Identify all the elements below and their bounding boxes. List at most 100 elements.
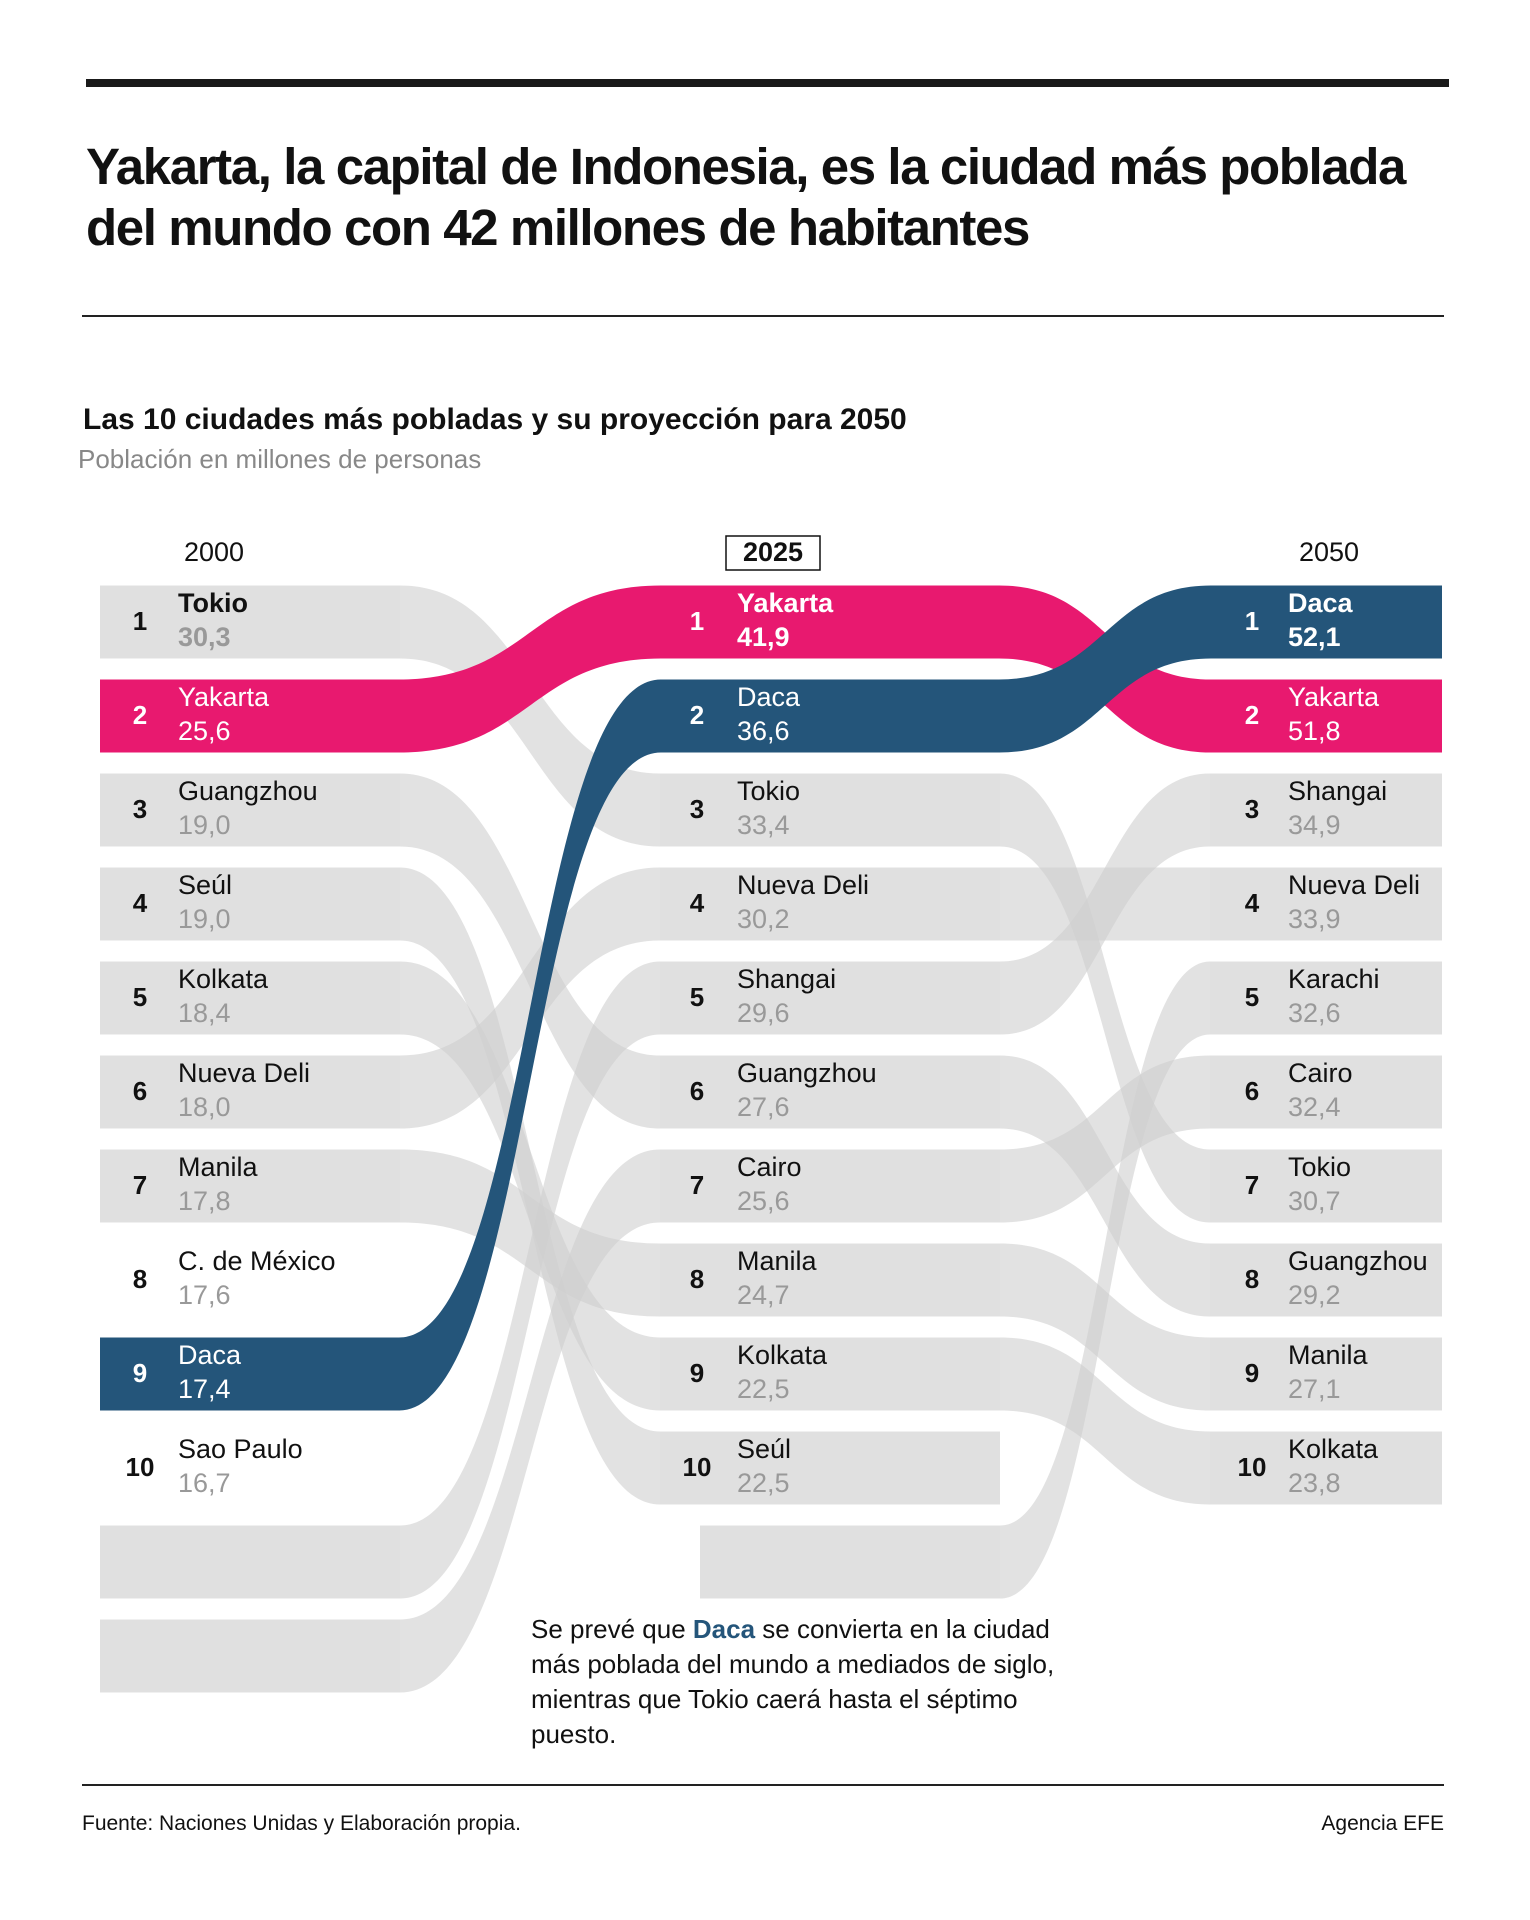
rank-label: 3 [1245, 794, 1259, 824]
credit: Agencia EFE [1321, 1812, 1444, 1835]
city-label: Daca [1288, 588, 1354, 618]
city-label: Cairo [737, 1152, 802, 1182]
rank-bar [1210, 867, 1442, 941]
value-label: 30,7 [1288, 1186, 1341, 1216]
value-label: 22,5 [737, 1374, 790, 1404]
city-label: Seúl [178, 870, 232, 900]
ribbon [1000, 1055, 1210, 1317]
rank-bar [100, 773, 400, 847]
value-label: 23,8 [1288, 1468, 1341, 1498]
period-label: 2025 [743, 537, 803, 567]
annotation-text: Se prevé que [531, 1614, 693, 1644]
city-label: Seúl [737, 1434, 791, 1464]
rank-label: 5 [1245, 982, 1259, 1012]
rank-label: 6 [133, 1076, 147, 1106]
value-label: 30,2 [737, 904, 790, 934]
rank-label: 4 [133, 888, 148, 918]
rank-bar [100, 867, 400, 941]
value-label: 22,5 [737, 1468, 790, 1498]
value-label: 27,1 [1288, 1374, 1341, 1404]
rank-bar [1210, 1149, 1442, 1223]
value-label: 19,0 [178, 810, 231, 840]
rank-label: 2 [133, 700, 147, 730]
rank-bar [100, 961, 400, 1035]
city-label: Shangai [1288, 776, 1387, 806]
rank-label: 3 [133, 794, 147, 824]
rank-label: 6 [690, 1076, 704, 1106]
city-label: Kolkata [1288, 1434, 1379, 1464]
value-label: 18,0 [178, 1092, 231, 1122]
ribbon-stub [100, 1525, 400, 1599]
city-label: Manila [1288, 1340, 1369, 1370]
rank-label: 9 [1245, 1358, 1259, 1388]
ribbon [1000, 1337, 1210, 1505]
rank-label: 7 [690, 1170, 704, 1200]
ribbon [400, 1149, 660, 1693]
divider [82, 315, 1444, 317]
rank-label: 1 [133, 606, 147, 636]
ribbon [400, 867, 660, 1505]
city-label: Yakarta [737, 588, 834, 618]
value-label: 24,7 [737, 1280, 790, 1310]
highlight-bar [1210, 679, 1442, 753]
value-label: 17,4 [178, 1374, 231, 1404]
rank-bar [660, 1431, 1000, 1505]
value-label: 25,6 [178, 716, 231, 746]
highlight-bar [660, 679, 1000, 753]
chart: 2000 1 Tokio 30,3 2 Yakarta 25,6 3 Guangzhou 19,0… [100, 535, 1442, 1693]
ribbon [1000, 961, 1210, 1599]
rank-bar [1210, 773, 1442, 847]
ribbon [1000, 773, 1210, 1223]
chart-title: Las 10 ciudades más pobladas y su proyec… [83, 403, 907, 436]
ribbon-stub [700, 1525, 1000, 1599]
city-label: Daca [737, 682, 801, 712]
rank-label: 2 [1245, 700, 1259, 730]
highlight-ribbon [399, 679, 661, 1411]
rank-bar [100, 1055, 400, 1129]
rank-bar [660, 1055, 1000, 1129]
ribbon [1000, 867, 1210, 941]
rank-bar [660, 867, 1000, 941]
rank-label: 9 [133, 1358, 147, 1388]
rank-bar [100, 1431, 400, 1505]
rank-label: 1 [690, 606, 704, 636]
annotation-text: se convierta en la ciudad más poblada de… [531, 1614, 1055, 1749]
rank-bar [660, 1337, 1000, 1411]
ribbon [1000, 1243, 1210, 1411]
city-label: Shangai [737, 964, 836, 994]
rank-label: 8 [690, 1264, 704, 1294]
city-label: Yakarta [1288, 682, 1380, 712]
rank-label: 1 [1245, 606, 1259, 636]
rank-label: 4 [1245, 888, 1260, 918]
value-label: 34,9 [1288, 810, 1341, 840]
city-label: Tokio [178, 588, 248, 618]
headline: Yakarta, la capital de Indonesia, es la … [86, 138, 1406, 256]
value-label: 29,2 [1288, 1280, 1341, 1310]
value-label: 33,4 [737, 810, 790, 840]
annotation-highlight: Daca [692, 1614, 756, 1644]
value-label: 18,4 [178, 998, 231, 1028]
value-label: 33,9 [1288, 904, 1341, 934]
rank-label: 7 [1245, 1170, 1259, 1200]
rank-label: 10 [683, 1452, 712, 1482]
city-label: Manila [178, 1152, 259, 1182]
rank-label: 9 [690, 1358, 704, 1388]
city-label: Guangzhou [737, 1058, 877, 1088]
value-label: 36,6 [737, 716, 790, 746]
rank-bar [100, 1243, 400, 1317]
rank-label: 10 [126, 1452, 155, 1482]
ribbon-stub [100, 1619, 400, 1693]
city-label: Manila [737, 1246, 818, 1276]
rank-label: 6 [1245, 1076, 1259, 1106]
rank-bar [1210, 1055, 1442, 1129]
chart-subtitle: Población en millones de personas [78, 444, 482, 474]
divider [82, 1784, 1444, 1786]
rank-bar [660, 773, 1000, 847]
highlight-bar [1210, 585, 1442, 659]
value-label: 30,3 [178, 622, 231, 652]
rank-bar [660, 961, 1000, 1035]
rank-label: 8 [1245, 1264, 1259, 1294]
ribbon [400, 961, 660, 1599]
rank-label: 4 [690, 888, 705, 918]
source: Fuente: Naciones Unidas y Elaboración pr… [82, 1812, 521, 1835]
